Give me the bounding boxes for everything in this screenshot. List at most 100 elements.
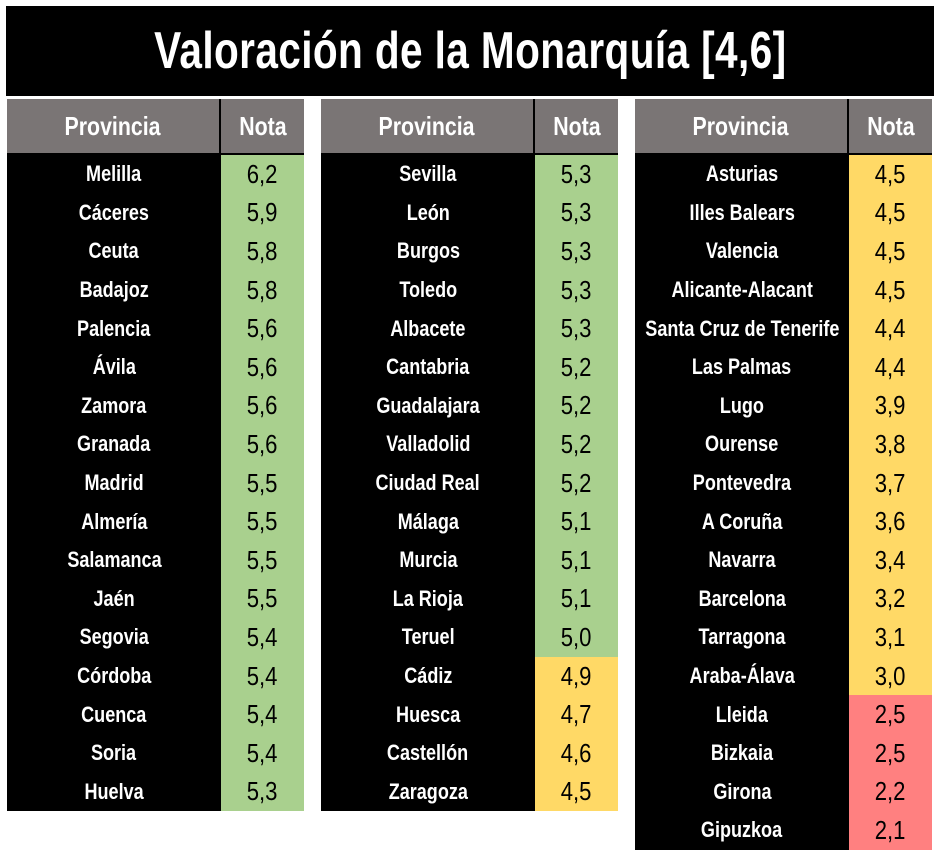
score-cell: 3,2	[849, 579, 932, 619]
score-cell: 5,6	[221, 347, 304, 387]
score-value: 5,8	[247, 274, 278, 305]
table-row: Pontevedra 3,7	[635, 463, 932, 503]
score-value: 5,5	[247, 583, 278, 614]
province-name: Teruel	[401, 624, 455, 650]
table-row: Zaragoza 4,5	[321, 772, 618, 812]
score-cell: 4,4	[849, 347, 932, 387]
table-row: Murcia 5,1	[321, 540, 618, 580]
score-cell: 5,3	[535, 193, 618, 233]
score-value: 4,4	[875, 351, 906, 382]
score-cell: 4,5	[849, 193, 932, 233]
province-name: Valladolid	[385, 431, 471, 457]
province-name: Salamanca	[66, 547, 162, 573]
province-cell: Sevilla	[321, 155, 535, 194]
score-cell: 5,5	[221, 579, 304, 619]
province-name: Barcelona	[698, 585, 786, 611]
table-row: Ourense 3,8	[635, 425, 932, 464]
province-cell: Córdoba	[7, 657, 221, 696]
score-cell: 4,5	[535, 772, 618, 812]
province-cell: Castellón	[321, 734, 535, 773]
province-name: Zamora	[81, 392, 147, 418]
province-name: La Rioja	[392, 585, 464, 611]
table-row: Toledo 5,3	[321, 270, 618, 310]
table-row: Cuenca 5,4	[7, 695, 304, 734]
score-value: 4,5	[875, 158, 906, 189]
province-cell: Girona	[635, 773, 849, 812]
province-cell: Ceuta	[7, 232, 221, 271]
table-row: Santa Cruz de Tenerife 4,4	[635, 309, 932, 348]
province-cell: Ciudad Real	[321, 464, 535, 503]
score-cell: 5,0	[535, 618, 618, 657]
province-cell: Ourense	[635, 425, 849, 464]
score-cell: 3,1	[849, 618, 932, 657]
province-cell: Jaén	[7, 580, 221, 619]
province-cell: Santa Cruz de Tenerife	[635, 309, 849, 348]
score-value: 6,2	[247, 158, 278, 189]
score-value: 2,5	[875, 699, 906, 730]
province-cell: Huelva	[7, 773, 221, 812]
score-value: 3,4	[875, 544, 906, 575]
province-cell: Almería	[7, 502, 221, 541]
table-row: Ceuta 5,8	[7, 232, 304, 271]
table-row: Córdoba 5,4	[7, 656, 304, 696]
score-cell: 2,1	[849, 811, 932, 850]
score-cell: 5,4	[221, 733, 304, 773]
score-value: 5,4	[247, 621, 278, 652]
table-row: Ciudad Real 5,2	[321, 463, 618, 503]
province-name: Navarra	[708, 547, 776, 573]
score-cell: 5,3	[535, 309, 618, 348]
province-name: A Coruña	[701, 508, 783, 534]
score-value: 5,6	[247, 351, 278, 382]
score-value: 5,5	[247, 544, 278, 575]
score-cell: 5,2	[535, 425, 618, 464]
score-cell: 4,7	[535, 695, 618, 734]
table-body: Melilla 6,2 Cáceres 5,9 Ceuta 5,8 Badajoz 5,8 Pa…	[7, 155, 304, 812]
score-cell: 5,1	[535, 540, 618, 580]
score-cell: 5,5	[221, 540, 304, 580]
table-row: A Coruña 3,6	[635, 502, 932, 541]
score-cell: 3,6	[849, 502, 932, 541]
province-cell: Bizkaia	[635, 734, 849, 773]
score-value: 5,6	[247, 390, 278, 421]
score-cell: 4,5	[849, 155, 932, 194]
province-name: Cantabria	[386, 354, 470, 380]
table-row: Albacete 5,3	[321, 309, 618, 348]
header-province: Provincia	[321, 99, 535, 153]
province-cell: Albacete	[321, 309, 535, 348]
score-cell: 2,2	[849, 772, 932, 812]
province-name: Lugo	[719, 392, 765, 418]
province-cell: Valladolid	[321, 425, 535, 464]
score-value: 2,1	[875, 814, 906, 845]
score-value: 5,2	[561, 467, 592, 498]
score-value: 5,2	[561, 390, 592, 421]
table-row: Las Palmas 4,4	[635, 347, 932, 387]
score-cell: 6,2	[221, 155, 304, 194]
table-row: Valladolid 5,2	[321, 425, 618, 464]
score-cell: 5,5	[221, 463, 304, 503]
score-value: 5,2	[561, 428, 592, 459]
table-row: Huesca 4,7	[321, 695, 618, 734]
table-header: Provincia Nota	[321, 99, 618, 155]
score-value: 5,1	[561, 583, 592, 614]
score-cell: 4,9	[535, 656, 618, 696]
score-cell: 4,5	[849, 232, 932, 271]
province-cell: A Coruña	[635, 502, 849, 541]
score-value: 5,4	[247, 699, 278, 730]
table-row: Soria 5,4	[7, 733, 304, 773]
province-name: Cáceres	[78, 199, 150, 225]
score-value: 3,7	[875, 467, 906, 498]
score-cell: 3,0	[849, 656, 932, 696]
province-name: Alicante-Alacant	[671, 277, 813, 303]
province-cell: Zaragoza	[321, 773, 535, 812]
table-row: Cáceres 5,9	[7, 193, 304, 233]
province-cell: Burgos	[321, 232, 535, 271]
score-value: 4,4	[875, 313, 906, 344]
score-cell: 5,3	[535, 155, 618, 194]
score-cell: 3,8	[849, 425, 932, 464]
province-cell: Cuenca	[7, 695, 221, 734]
province-name: Ávila	[92, 354, 136, 380]
score-value: 4,5	[875, 235, 906, 266]
score-cell: 5,4	[221, 618, 304, 657]
province-name: Jaén	[93, 585, 135, 611]
score-value: 5,8	[247, 235, 278, 266]
